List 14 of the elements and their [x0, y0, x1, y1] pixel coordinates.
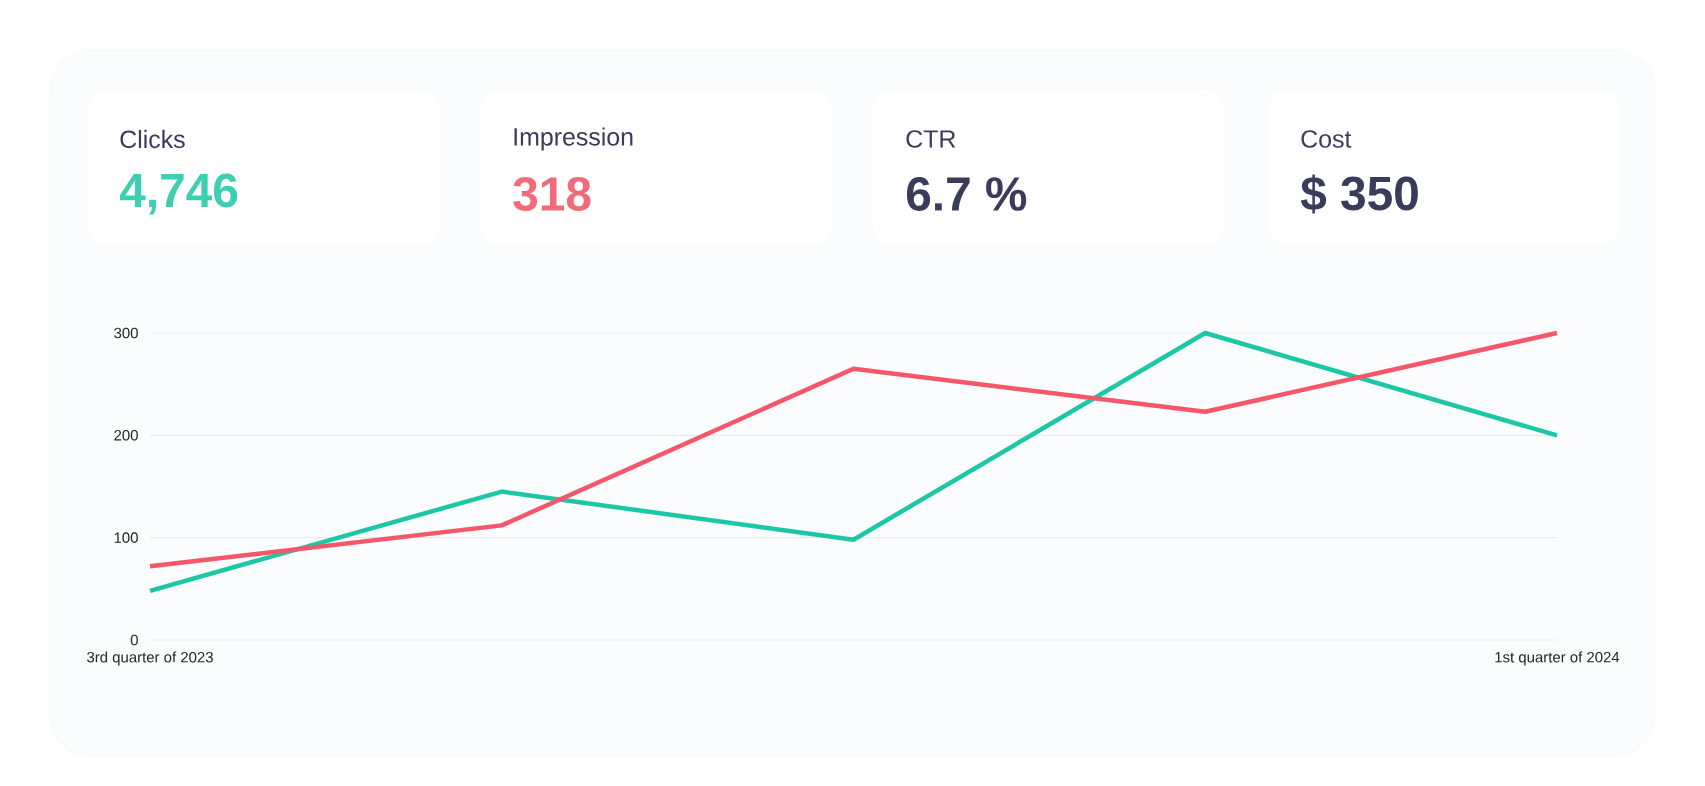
- y-tick-label: 300: [114, 327, 138, 339]
- text: Clicks: [120, 129, 185, 149]
- text: $ 350: [1300, 174, 1418, 214]
- y-tick-label: 100: [114, 532, 138, 543]
- text: 6.7 %: [906, 177, 1027, 211]
- text: CTR: [906, 130, 956, 148]
- x-tick-label: 1st quarter of 2024: [1495, 651, 1620, 666]
- y-tick-label: 200: [114, 430, 138, 441]
- y-tick-label: 0: [130, 634, 138, 646]
- x-tick-label: 3rd quarter of 2023: [87, 651, 213, 666]
- text: Impression: [514, 127, 633, 151]
- text: 318: [513, 177, 591, 211]
- text: Cost: [1301, 130, 1352, 148]
- text: 4,746: [119, 173, 238, 215]
